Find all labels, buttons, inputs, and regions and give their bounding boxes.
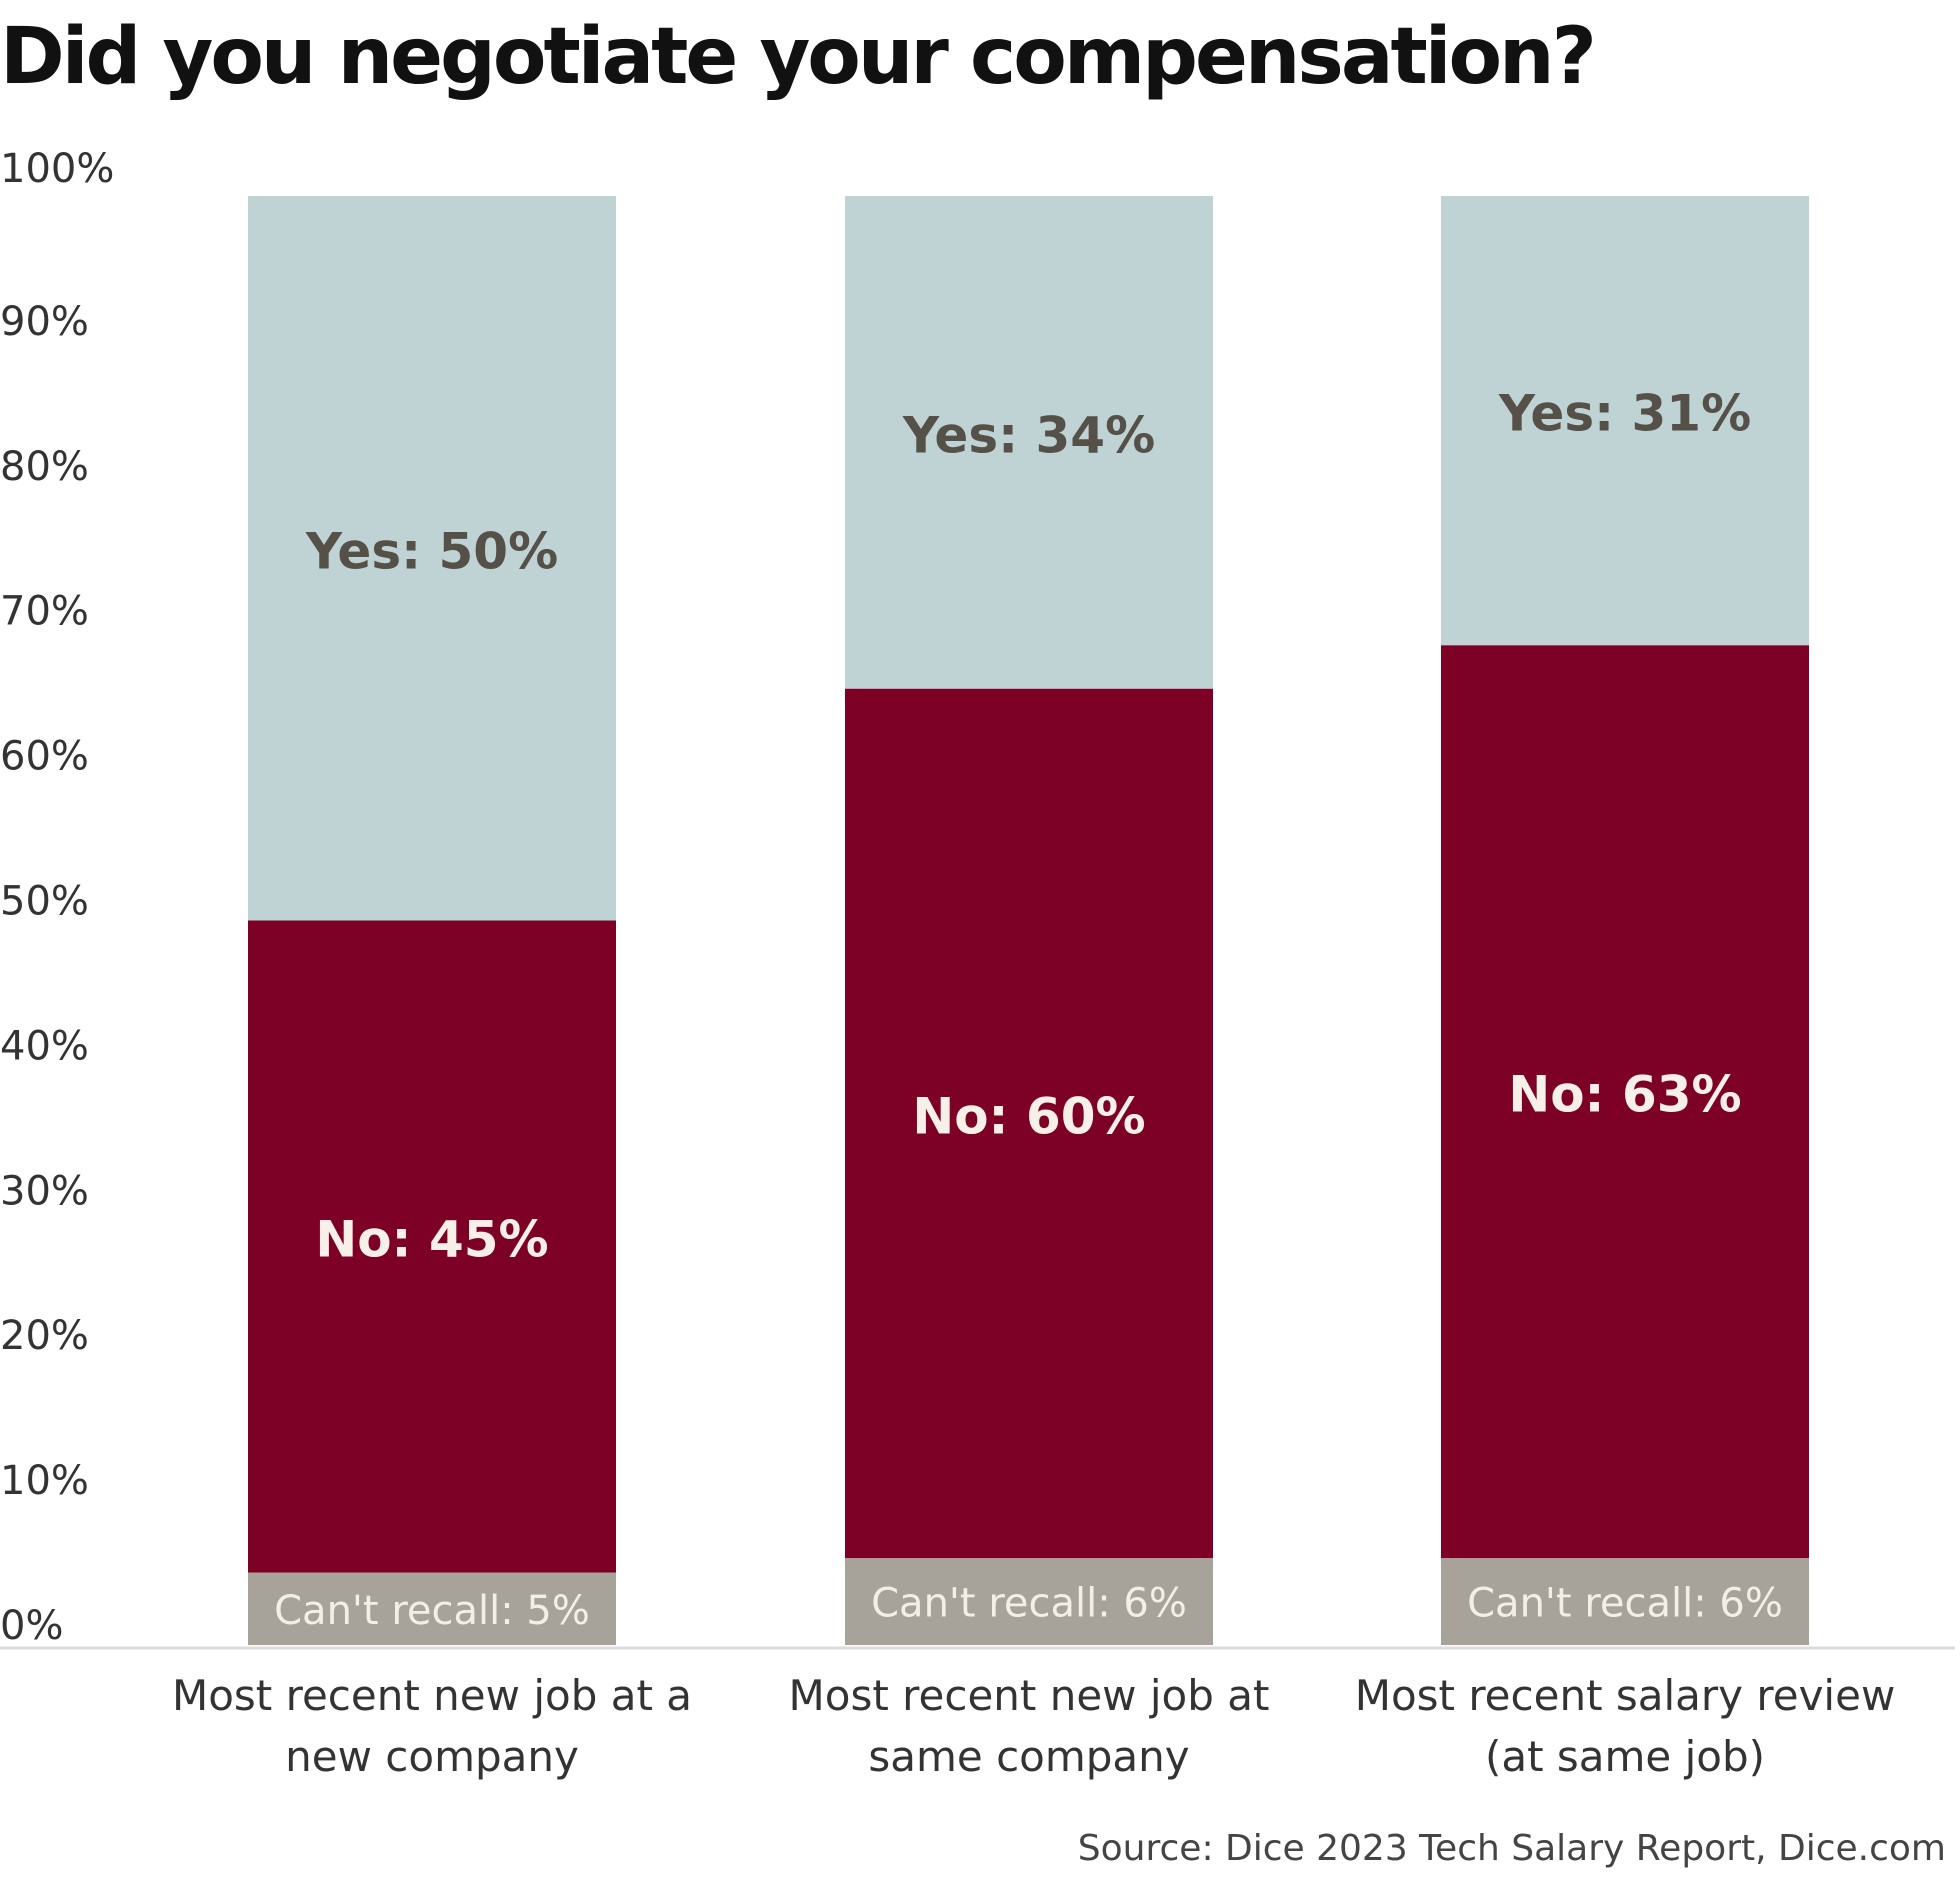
bar-segment-no <box>845 688 1213 1559</box>
bar-segment-can-t-recall <box>1441 1558 1809 1645</box>
bar-segment-yes <box>845 196 1213 689</box>
data-label-no: No: 60% <box>912 1087 1145 1145</box>
y-tick-label: 40% <box>0 1023 89 1069</box>
data-label-yes: Yes: 31% <box>1498 385 1751 443</box>
bar-segment-yes <box>1441 196 1809 646</box>
x-category-label: Most recent new job at a <box>172 1671 692 1720</box>
source-note: Source: Dice 2023 Tech Salary Report, Di… <box>1077 1828 1946 1869</box>
y-tick-label: 10% <box>0 1458 89 1504</box>
y-tick-label: 0% <box>0 1603 63 1649</box>
data-label-can-t-recall: Can't recall: 6% <box>871 1581 1187 1627</box>
y-tick-label: 50% <box>0 879 89 925</box>
y-tick-label: 90% <box>0 299 89 345</box>
data-label-can-t-recall: Can't recall: 5% <box>274 1588 590 1634</box>
y-tick-label: 80% <box>0 444 89 490</box>
y-tick-label: 20% <box>0 1313 89 1359</box>
y-tick-label: 30% <box>0 1168 89 1214</box>
data-label-yes: Yes: 34% <box>902 406 1155 464</box>
x-axis: Most recent new job at a new company Most … <box>172 1671 1895 1781</box>
y-tick-label: 60% <box>0 734 89 780</box>
bar-segment-no <box>1441 645 1809 1559</box>
chart-title: Did you negotiate your compensation? <box>0 12 1597 102</box>
x-category-label: new company <box>285 1732 579 1781</box>
data-label-no: No: 45% <box>315 1211 548 1269</box>
bars: Can't recall: 5% No: 45% Yes: 50% Can't rec… <box>248 196 1809 1645</box>
y-tick-label: 70% <box>0 589 89 635</box>
data-label-no: No: 63% <box>1508 1066 1741 1124</box>
data-label-can-t-recall: Can't recall: 6% <box>1467 1581 1783 1627</box>
data-label-yes: Yes: 50% <box>305 522 558 580</box>
bar-segment-can-t-recall <box>248 1572 616 1645</box>
y-tick-label: 100% <box>0 146 114 192</box>
bar-segment-no <box>248 920 616 1573</box>
x-category-label: Most recent new job at <box>789 1671 1270 1720</box>
x-category-label: (at same job) <box>1485 1732 1765 1781</box>
x-category-label: same company <box>868 1732 1189 1781</box>
y-axis: 0% 10% 20% 30% 40% 50% 60% 70% 80% 90% 100% <box>0 146 114 1649</box>
bar-segment-can-t-recall <box>845 1558 1213 1645</box>
bar-segment-yes <box>248 196 616 921</box>
x-category-label: Most recent salary review <box>1355 1671 1896 1720</box>
